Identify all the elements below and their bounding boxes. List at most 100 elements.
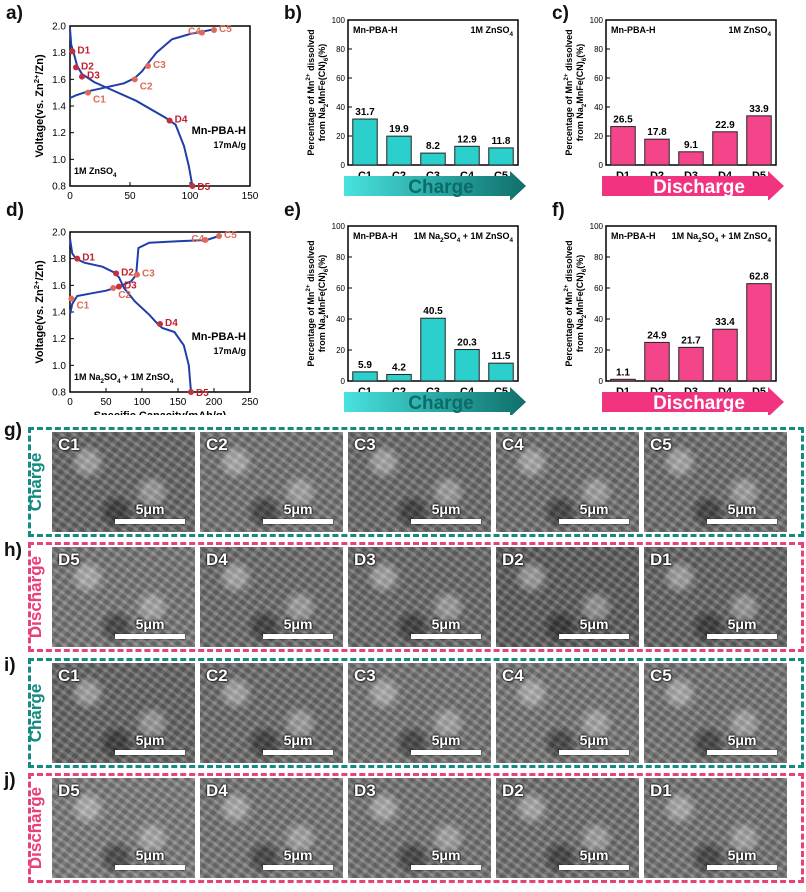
value-label-d3: 9.1 — [684, 140, 698, 151]
material-annotation: Mn-PBA-H — [611, 25, 656, 35]
y-tick-label: 60 — [594, 74, 603, 83]
value-label-c1: 31.7 — [355, 107, 375, 118]
point-label-c4: C4 — [191, 234, 204, 245]
panel-label-b: b) — [284, 3, 302, 24]
sem-image-i-c2: C2 5μm — [200, 663, 343, 763]
sem-image-h-d2: D2 5μm — [496, 547, 639, 647]
scale-bar-label: 5μm — [135, 616, 165, 632]
value-label-d2: 24.9 — [647, 330, 667, 341]
y-tick-label: 40 — [336, 103, 345, 112]
value-label-c2: 4.2 — [392, 362, 406, 373]
scale-bar-line — [411, 750, 481, 755]
y-tick-label: 100 — [590, 16, 604, 25]
scale-bar-label: 5μm — [579, 616, 609, 632]
sem-image-label: C5 — [650, 666, 672, 685]
y-tick-label: 20 — [594, 346, 603, 355]
point-marker-c1 — [68, 295, 75, 302]
point-marker-c3 — [133, 271, 140, 278]
point-label-c3: C3 — [153, 60, 166, 71]
bar-c1 — [352, 371, 378, 382]
y-axis-label-line1: Percentage of Mn2+ dissolved — [305, 240, 316, 366]
material-annotation: Mn-PBA-H — [192, 125, 246, 137]
sem-image-label: C2 — [206, 435, 228, 454]
bar-d5 — [746, 283, 772, 382]
scale-bar-label: 5μm — [579, 847, 609, 863]
scale-bar: 5μm — [559, 732, 629, 755]
sem-row-frame-j — [28, 773, 804, 883]
point-marker-c5 — [216, 233, 223, 239]
x-tick-label: 150 — [170, 397, 187, 408]
sem-row-side-label-j: Discharge — [26, 786, 45, 870]
value-label-d4: 22.9 — [715, 120, 735, 131]
rate-annotation: 17mA/g — [213, 346, 246, 356]
charge-curve — [69, 235, 220, 315]
point-marker-d3 — [115, 283, 122, 290]
scale-bar: 5μm — [115, 732, 185, 755]
voltage-profile-chart-d: 0 50 100 150 200 250 0.8 1.0 1.2 1.4 1.6 1.8 2.0 Spec… — [32, 228, 259, 416]
point-label-d1: D1 — [77, 45, 90, 56]
sem-row-frame-i — [28, 658, 804, 768]
sem-image-label: D1 — [650, 781, 672, 800]
point-label-d3: D3 — [87, 71, 100, 82]
charge-arrow — [344, 171, 526, 200]
y-tick-label: 80 — [594, 45, 603, 54]
scale-bar: 5μm — [559, 501, 629, 524]
y-axis-label-line1: Percentage of Mn2+ dissolved — [305, 29, 316, 155]
sem-image-label: D2 — [502, 781, 524, 800]
value-label-d4: 33.4 — [715, 317, 735, 328]
mn-dissolution-bar-chart-e: 0204060801005.9C14.2C240.5C320.3C411.5C5… — [305, 222, 526, 415]
y-axis-label-line2: from Na2MnFe(CN)6(%) — [575, 44, 588, 142]
discharge-arrow-label: Discharge — [653, 177, 745, 198]
sem-image-h-d5: D5 5μm — [52, 547, 195, 647]
sem-image-h-d4: D4 5μm — [200, 547, 343, 647]
bar-c2 — [386, 135, 412, 166]
sem-image-label: C1 — [58, 435, 80, 454]
scale-bar-label: 5μm — [283, 847, 313, 863]
material-annotation: Mn-PBA-H — [192, 331, 246, 343]
y-tick-label: 80 — [336, 253, 345, 262]
bar-d2 — [644, 341, 670, 382]
bar-c3 — [420, 317, 446, 382]
scale-bar-line — [559, 634, 629, 639]
y-tick-label: 60 — [336, 284, 345, 293]
scale-bar: 5μm — [411, 732, 481, 755]
y-tick-label: 2.0 — [52, 22, 66, 33]
y-tick-label: 1.4 — [52, 308, 66, 319]
y-tick-label: 0.8 — [52, 388, 66, 399]
electrolyte-annotation: 1M ZnSO4 — [728, 25, 771, 38]
bar-c1 — [352, 118, 378, 166]
discharge-arrow — [602, 387, 784, 415]
scale-bar-label: 5μm — [727, 616, 757, 632]
sem-image-label: C1 — [58, 666, 80, 685]
point-label-c2: C2 — [140, 81, 153, 92]
scale-bar-label: 5μm — [727, 732, 757, 748]
bar-c2 — [386, 373, 412, 382]
electrolyte-annotation: 1M ZnSO4 — [74, 166, 117, 179]
point-label-c1: C1 — [76, 301, 89, 312]
rate-annotation: 17mA/g — [213, 140, 246, 150]
electrolyte-annotation: 1M Na2SO4 + 1M ZnSO4 — [672, 231, 772, 244]
sem-image-label: D4 — [206, 550, 228, 569]
point-marker-c3 — [145, 63, 151, 69]
bar-c5 — [488, 362, 514, 382]
y-tick-label: 80 — [336, 45, 345, 54]
sem-image-h-d3: D3 5μm — [348, 547, 491, 647]
scale-bar: 5μm — [115, 501, 185, 524]
scale-bar-line — [411, 865, 481, 870]
scale-bar-line — [707, 750, 777, 755]
y-tick-label: 100 — [590, 222, 604, 231]
point-label-d1: D1 — [82, 253, 95, 264]
y-tick-label: 40 — [336, 315, 345, 324]
sem-row-side-label-g: Charge — [26, 452, 45, 512]
scale-bar: 5μm — [263, 732, 333, 755]
y-axis-label: Voltage(vs. Zn2+/Zn) — [32, 54, 46, 158]
y-tick-label: 20 — [336, 346, 345, 355]
value-label-d3: 21.7 — [681, 335, 701, 346]
scale-bar: 5μm — [263, 847, 333, 870]
scale-bar: 5μm — [707, 616, 777, 639]
electrolyte-annotation: 1M Na2SO4 + 1M ZnSO4 — [74, 372, 174, 385]
y-tick-label: 2.0 — [52, 228, 66, 239]
y-tick-label: 1.6 — [52, 75, 66, 86]
scale-bar: 5μm — [411, 847, 481, 870]
